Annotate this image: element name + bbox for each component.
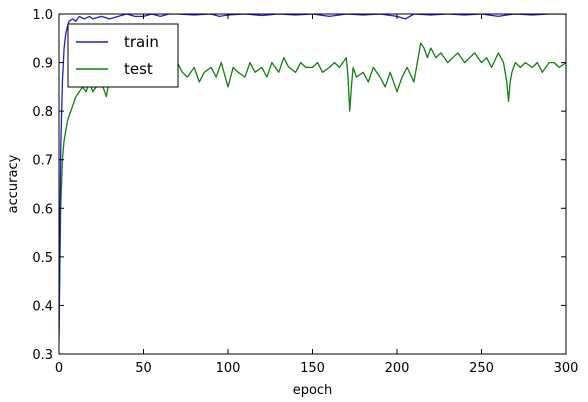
plot-layer: [59, 14, 566, 340]
x-tick-label: 0: [55, 361, 63, 376]
series-line-test: [59, 42, 566, 330]
y-tick-label: 0.8: [32, 105, 53, 120]
y-axis-label: accuracy: [6, 154, 21, 213]
x-tick-label: 100: [216, 361, 241, 376]
y-tick-label: 0.7: [32, 154, 53, 169]
x-tick-label: 200: [385, 361, 410, 376]
legend-label-train: train: [124, 33, 159, 51]
x-tick-label: 150: [300, 361, 325, 376]
x-axis-label: epoch: [293, 383, 333, 398]
y-tick-label: 0.9: [32, 57, 53, 72]
x-tick-label: 250: [469, 361, 494, 376]
y-tick-label: 0.6: [32, 202, 53, 217]
legend-label-test: test: [124, 60, 153, 78]
y-tick-label: 0.5: [32, 251, 53, 266]
x-tick-label: 300: [554, 361, 579, 376]
y-tick-label: 1.0: [32, 8, 53, 23]
series-line-train: [59, 14, 566, 340]
legend-box: [67, 23, 179, 88]
y-tick-label: 0.4: [32, 299, 53, 314]
ticks-layer: 0 50 100 150 200 250 300 0.3 0.4 0.5 0.6 0.7 0.8 0.9 1…: [32, 8, 578, 376]
x-tick-label: 50: [135, 361, 152, 376]
y-tick-label: 0.3: [32, 348, 53, 363]
legend: train test: [67, 23, 179, 88]
